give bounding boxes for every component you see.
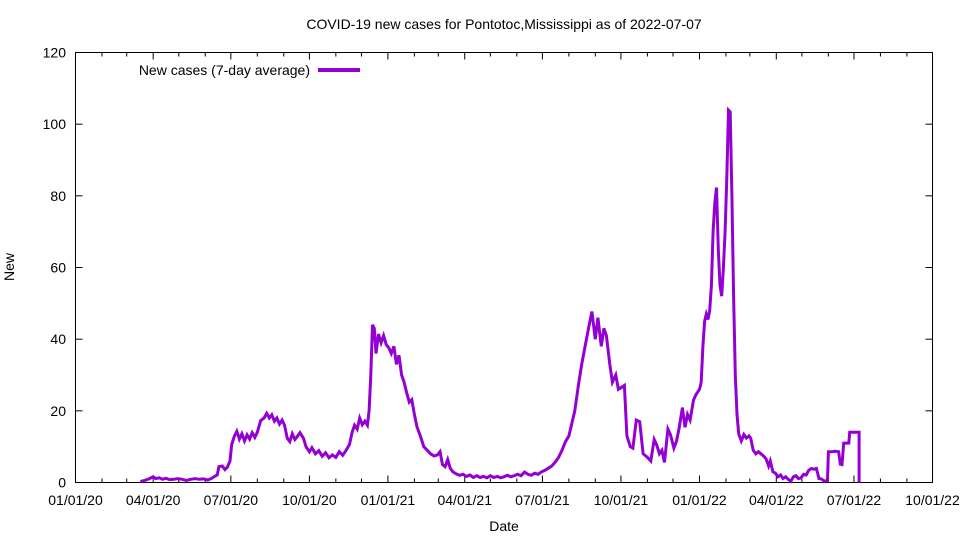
x-tick-label: 10/01/20 xyxy=(282,492,337,508)
x-tick-label: 04/01/21 xyxy=(437,492,492,508)
x-tick-label: 01/01/21 xyxy=(361,492,416,508)
new-cases-line xyxy=(140,106,861,484)
axis-ticks xyxy=(75,52,933,483)
x-tick-label: 10/01/22 xyxy=(905,492,960,508)
y-tick-label: 80 xyxy=(50,188,66,204)
y-tick-label: 0 xyxy=(58,475,66,491)
y-tick-label: 60 xyxy=(50,260,66,276)
x-tick-label: 07/01/20 xyxy=(204,492,259,508)
x-tick-label: 04/01/20 xyxy=(126,492,181,508)
plot-border xyxy=(75,52,933,483)
x-tick-label: 10/01/21 xyxy=(594,492,649,508)
y-tick-label: 120 xyxy=(43,45,67,61)
x-tick-label: 07/01/22 xyxy=(827,492,882,508)
y-tick-label: 100 xyxy=(43,116,67,132)
y-tick-label: 40 xyxy=(50,331,66,347)
legend: New cases (7-day average) xyxy=(139,62,360,78)
x-tick-label: 07/01/21 xyxy=(515,492,570,508)
y-tick-label: 20 xyxy=(50,403,66,419)
x-axis-label: Date xyxy=(489,518,519,534)
legend-label: New cases (7-day average) xyxy=(139,62,310,78)
x-tick-label: 01/01/20 xyxy=(48,492,103,508)
axis-tick-labels: 01/01/20 04/01/20 07/01/20 10/01/20 01/01/21… xyxy=(43,45,960,509)
x-tick-label: 01/01/22 xyxy=(672,492,727,508)
chart-title: COVID-19 new cases for Pontotoc,Mississi… xyxy=(306,16,702,32)
y-axis-label: New xyxy=(1,252,17,281)
x-tick-label: 04/01/22 xyxy=(749,492,804,508)
